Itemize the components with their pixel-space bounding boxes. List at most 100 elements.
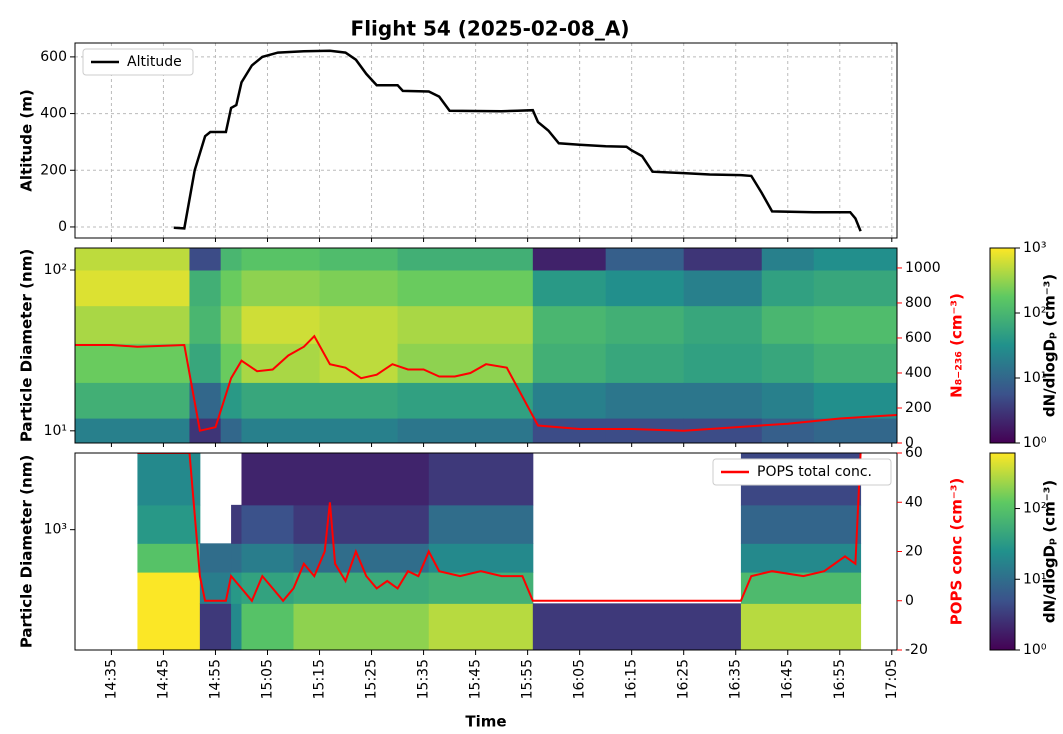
heat-cell (813, 305, 897, 344)
heat-cell (761, 343, 815, 383)
heat-cell (532, 248, 607, 271)
heat-cell (532, 418, 607, 443)
y-tick-label: 200 (40, 162, 67, 178)
y2-tick-label: 800 (905, 295, 932, 311)
x-tick-label: 16:35 (728, 659, 744, 699)
heat-cell (428, 504, 534, 544)
x-tick-label: 14:55 (207, 659, 223, 699)
heat-cell (428, 572, 534, 604)
data-line (137, 453, 862, 603)
heat-cell (813, 248, 897, 271)
y-tick-label: 10² (44, 262, 67, 278)
heat-cell (241, 382, 321, 419)
heat-cell (740, 504, 862, 544)
heat-cell (189, 343, 222, 383)
heat-cell (220, 418, 242, 443)
y2-tick-label: 600 (905, 330, 932, 346)
heat-cell (189, 305, 222, 344)
x-tick-label: 16:05 (572, 659, 588, 699)
heat-cell (740, 572, 862, 604)
heat-cell (605, 382, 685, 419)
y2-tick-label: -20 (905, 642, 928, 658)
heat-cell (683, 269, 763, 307)
y-axis-label: Altitude (m) (18, 89, 36, 191)
y-tick-label: 600 (40, 49, 67, 65)
heat-cell (813, 418, 897, 443)
heat-cell (761, 269, 815, 307)
heat-cell (319, 418, 399, 443)
x-tick-label: 15:15 (312, 659, 328, 699)
heat-cell (220, 305, 242, 344)
heat-cell (75, 382, 190, 419)
heat-cell (189, 248, 222, 271)
heat-cell (319, 269, 399, 307)
plot-area (75, 43, 897, 238)
axes-frame (74, 42, 898, 239)
heat-cell (220, 343, 242, 383)
colorbar-tick-label: 10³ (1023, 240, 1046, 256)
heat-cell (397, 418, 534, 443)
heat-cell (241, 603, 295, 650)
heat-cell (319, 382, 399, 419)
heat-cell (397, 269, 534, 307)
heat-cell (231, 603, 242, 650)
heat-cell (813, 382, 897, 419)
heat-cell (75, 343, 190, 383)
colorbar (989, 452, 1016, 651)
heat-cell (75, 418, 190, 443)
y-axis-label: Particle Diameter (nm) (18, 249, 36, 442)
heat-cell (241, 504, 295, 544)
y2-axis-label: N₈₋₂₃₆ (cm⁻³) (948, 293, 966, 398)
legend-box (82, 48, 194, 76)
heat-cell (75, 269, 190, 307)
y2-tick-label: 20 (905, 544, 923, 560)
x-axis-label: Time (465, 713, 506, 731)
heat-cell (605, 343, 685, 383)
heat-cell (231, 504, 242, 544)
heat-cell (397, 382, 534, 419)
heat-cell (683, 305, 763, 344)
heat-cell (293, 572, 430, 604)
heat-cell (137, 572, 201, 604)
heat-cell (231, 572, 242, 604)
y-tick-label: 10¹ (44, 423, 67, 439)
y-axis-label: Particle Diameter (nm) (18, 455, 36, 648)
y-tick-label: 0 (58, 219, 67, 235)
data-line (75, 334, 897, 432)
y2-tick-label: 40 (905, 494, 923, 510)
heat-cell (683, 382, 763, 419)
colorbar-tick-label: 10⁰ (1023, 642, 1047, 658)
heat-cell (199, 543, 232, 573)
heat-cell (761, 248, 815, 271)
heat-cell (813, 343, 897, 383)
colorbar-tick-label: 10¹ (1023, 370, 1046, 386)
axes-frame (74, 247, 898, 444)
heat-cell (293, 453, 430, 506)
colorbar-tick-label: 10² (1023, 501, 1046, 517)
heat-cell (428, 543, 534, 573)
heat-cell (241, 453, 295, 506)
heat-cell (532, 343, 607, 383)
heat-cell (532, 305, 607, 344)
heat-cell (75, 248, 190, 271)
heat-cell (319, 248, 399, 271)
colorbar-label: dN/dlogDₚ (cm⁻³) (1041, 274, 1059, 417)
heat-cell (241, 418, 321, 443)
heat-cell (293, 543, 430, 573)
heat-cell (293, 603, 430, 650)
x-tick-label: 15:45 (468, 659, 484, 699)
x-tick-label: 17:05 (884, 659, 900, 699)
heat-cell (241, 248, 321, 271)
heat-cell (241, 305, 321, 344)
x-tick-label: 15:35 (416, 659, 432, 699)
colorbar-label: dN/dlogDₚ (cm⁻³) (1041, 480, 1059, 623)
heat-cell (137, 603, 201, 650)
y2-tick-label: 1000 (905, 260, 941, 276)
heat-cell (241, 269, 321, 307)
heat-cell (605, 269, 685, 307)
heat-cell (428, 453, 534, 506)
heat-cell (220, 248, 242, 271)
y2-tick-label: 60 (905, 445, 923, 461)
x-tick-label: 15:25 (364, 659, 380, 699)
colorbar-tick-label: 10² (1023, 305, 1046, 321)
